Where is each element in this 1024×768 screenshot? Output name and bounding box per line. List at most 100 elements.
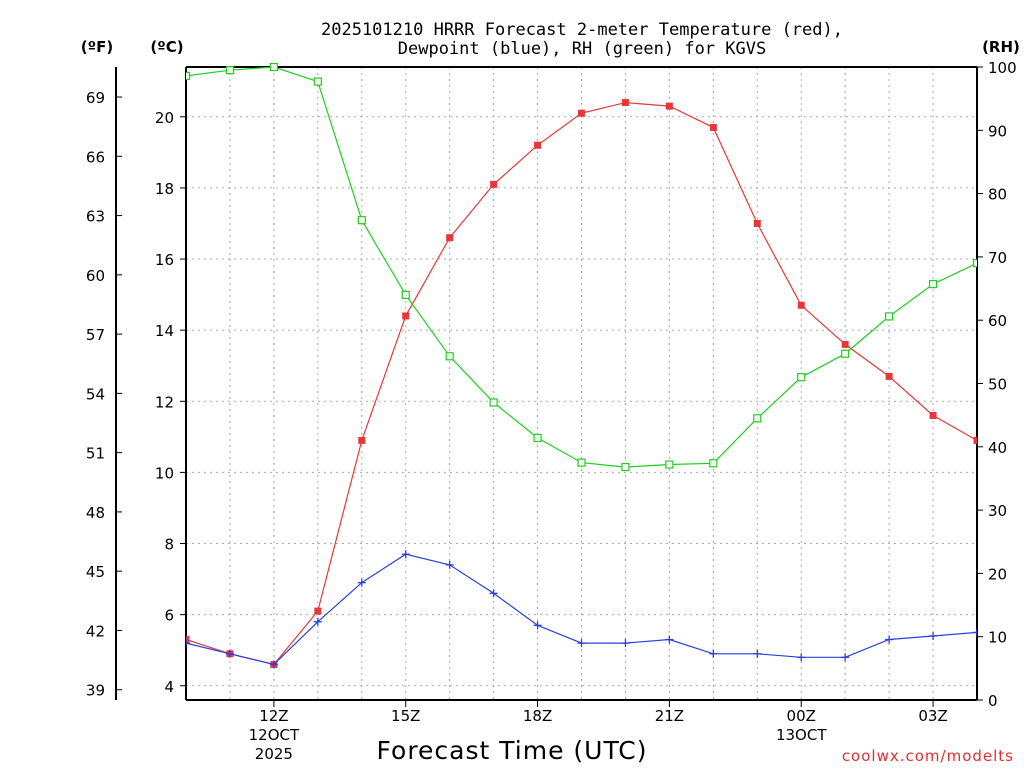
- point-dewpoint: [621, 639, 630, 648]
- rh-tick-label: 0: [988, 692, 998, 710]
- chart-title-line-2: Dewpoint (blue), RH (green) for KGVS: [398, 39, 766, 59]
- rh-tick-label: 60: [988, 312, 1007, 330]
- time-tick-label: 13OCT: [776, 726, 827, 744]
- point-temperature: [665, 102, 673, 110]
- series-temperature: [186, 99, 977, 668]
- point-temperature: [885, 372, 893, 380]
- celsius-tick-label: 6: [164, 607, 174, 625]
- point-dewpoint: [269, 660, 278, 669]
- series-dewpoint: [186, 550, 977, 669]
- credit-label: coolwx.com/modelts: [842, 747, 1014, 765]
- point-rh: [928, 280, 938, 289]
- celsius-tick-label: 10: [155, 464, 174, 482]
- point-dewpoint: [445, 560, 454, 569]
- time-tick-label: 03Z: [918, 707, 947, 725]
- point-rh: [709, 459, 718, 468]
- point-temperature: [753, 219, 761, 227]
- rh-tick-label: 100: [988, 59, 1017, 77]
- point-rh: [972, 259, 977, 268]
- point-rh: [401, 290, 410, 299]
- point-dewpoint: [533, 621, 542, 630]
- point-temperature: [186, 636, 190, 644]
- rh-tick-label: 80: [988, 186, 1007, 204]
- point-temperature: [929, 412, 937, 420]
- point-dewpoint: [225, 649, 234, 658]
- unit-label-rh: (RH): [982, 38, 1020, 56]
- point-temperature: [446, 234, 454, 242]
- point-temperature: [709, 123, 717, 131]
- x-axis-title: Forecast Time (UTC): [377, 736, 648, 765]
- point-dewpoint: [973, 628, 977, 637]
- fahrenheit-tick-label: 57: [86, 326, 105, 344]
- point-dewpoint: [929, 631, 938, 640]
- time-tick-label: 12OCT: [249, 726, 300, 744]
- point-dewpoint: [885, 635, 894, 644]
- rh-tick-label: 40: [988, 439, 1007, 457]
- point-temperature: [358, 436, 366, 444]
- rh-tick-label: 50: [988, 376, 1007, 394]
- rh-tick-label: 90: [988, 122, 1007, 140]
- point-rh: [621, 462, 630, 472]
- point-rh: [445, 352, 454, 361]
- point-dewpoint: [401, 550, 410, 559]
- celsius-tick-label: 12: [155, 393, 174, 411]
- rh-tick-label: 10: [988, 629, 1007, 647]
- unit-label-celsius: (ºC): [150, 38, 183, 56]
- point-temperature: [314, 607, 322, 615]
- time-tick-label: 18Z: [523, 707, 552, 725]
- celsius-tick-label: 20: [155, 109, 174, 127]
- point-rh: [885, 312, 894, 321]
- point-rh: [489, 398, 498, 407]
- series-rh: [186, 62, 977, 472]
- point-dewpoint: [665, 635, 674, 644]
- celsius-tick-label: 14: [155, 322, 174, 340]
- fahrenheit-tick-label: 45: [86, 563, 105, 581]
- fahrenheit-tick-label: 60: [86, 267, 105, 285]
- celsius-tick-label: 16: [155, 251, 174, 269]
- celsius-tick-label: 8: [164, 536, 174, 554]
- point-temperature: [841, 340, 849, 348]
- series-line-temperature: [186, 101, 977, 666]
- point-rh: [753, 414, 762, 423]
- point-rh: [797, 373, 806, 382]
- point-temperature: [973, 436, 977, 444]
- point-dewpoint: [753, 649, 762, 658]
- axes: [115, 66, 983, 707]
- fahrenheit-tick-label: 51: [86, 445, 105, 463]
- point-temperature: [490, 180, 498, 188]
- unit-label-fahrenheit: (ºF): [81, 38, 113, 56]
- fahrenheit-tick-label: 39: [86, 682, 105, 700]
- point-rh: [269, 62, 278, 72]
- point-rh: [577, 458, 586, 467]
- celsius-tick-label: 4: [164, 678, 174, 696]
- time-tick-label: 2025: [255, 745, 293, 763]
- fahrenheit-tick-label: 63: [86, 208, 105, 226]
- time-tick-label: 00Z: [787, 707, 816, 725]
- point-rh: [665, 460, 674, 469]
- point-rh: [357, 216, 366, 225]
- rh-tick-label: 20: [988, 565, 1007, 583]
- fahrenheit-tick-label: 48: [86, 504, 105, 522]
- tick-labels: 4 6 8 10 12 14 16 18 20 39 42 45 48 51 54 57 60 63 66 69 0 10…: [86, 59, 1017, 763]
- point-rh: [186, 71, 191, 80]
- chart-title-line-1: 2025101210 HRRR Forecast 2-meter Tempera…: [321, 20, 843, 40]
- fahrenheit-tick-label: 66: [86, 148, 105, 166]
- point-dewpoint: [489, 589, 498, 598]
- rh-tick-label: 70: [988, 249, 1007, 267]
- series-line-dewpoint: [186, 553, 977, 666]
- point-dewpoint: [709, 649, 718, 658]
- fahrenheit-tick-label: 54: [86, 385, 105, 403]
- point-dewpoint: [313, 617, 322, 626]
- plot-series: [186, 62, 977, 669]
- fahrenheit-tick-label: 69: [86, 89, 105, 107]
- point-dewpoint: [841, 653, 850, 662]
- rh-tick-label: 30: [988, 502, 1007, 520]
- fahrenheit-tick-label: 42: [86, 622, 105, 640]
- point-dewpoint: [797, 653, 806, 662]
- point-rh: [841, 349, 850, 358]
- time-tick-label: 21Z: [655, 707, 684, 725]
- point-temperature: [578, 109, 585, 117]
- celsius-tick-label: 18: [155, 180, 174, 198]
- point-rh: [313, 77, 322, 86]
- point-temperature: [797, 301, 805, 309]
